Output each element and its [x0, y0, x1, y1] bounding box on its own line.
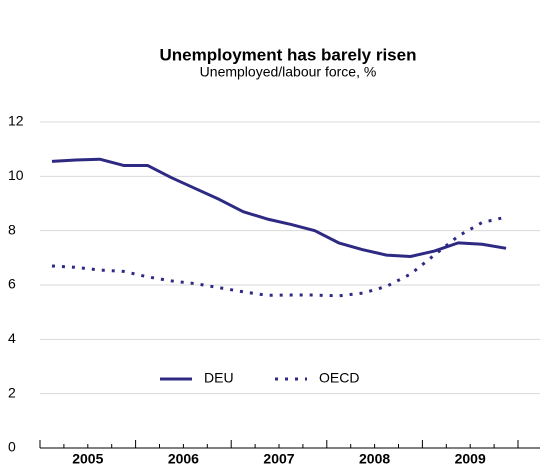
x-tick-label: 2007	[263, 451, 294, 467]
y-tick-label: 2	[8, 384, 16, 400]
x-tick-label: 2006	[168, 451, 199, 467]
y-tick-label: 8	[8, 221, 16, 237]
y-tick-label: 10	[8, 167, 24, 183]
y-tick-label: 0	[8, 439, 16, 455]
y-tick-label: 12	[8, 113, 24, 129]
x-tick-label: 2008	[359, 451, 390, 467]
data-line	[51, 157, 507, 258]
x-tick-label: 2009	[455, 451, 486, 467]
chart-title: Unemployment has barely risen	[160, 45, 417, 64]
legend-label: DEU	[204, 370, 234, 386]
data-line	[51, 215, 507, 298]
chart-subtitle: Unemployed/labour force, %	[200, 64, 377, 80]
y-tick-label: 4	[8, 330, 16, 346]
y-tick-label: 6	[8, 276, 16, 292]
legend-label: OECD	[319, 370, 359, 386]
x-tick-label: 2005	[72, 451, 103, 467]
